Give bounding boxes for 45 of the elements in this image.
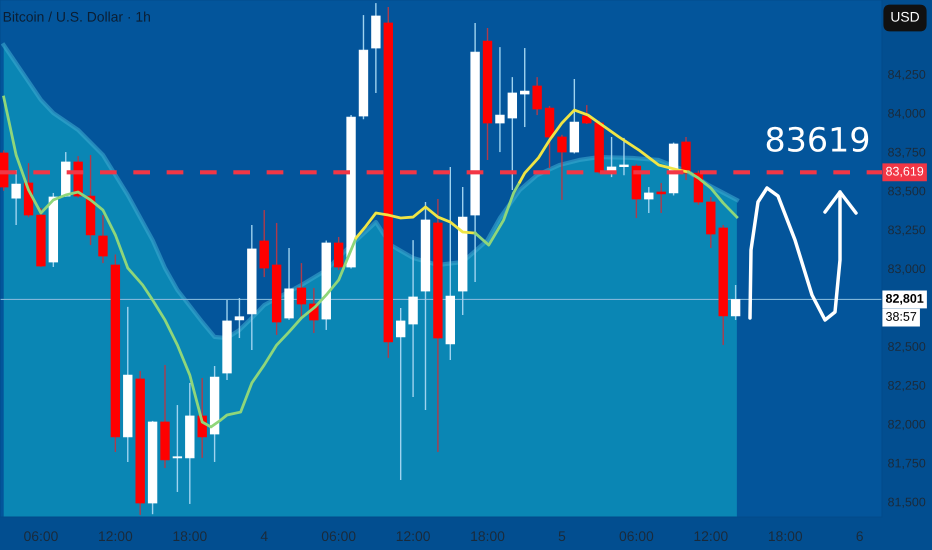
- candlestick: [619, 137, 629, 176]
- candlestick: [11, 169, 21, 226]
- text: 38:57: [886, 312, 916, 321]
- ref-line-label: 82,801: [886, 294, 924, 305]
- x-tick-label: 18:00: [768, 531, 802, 542]
- candlestick: [234, 297, 244, 339]
- annotation: 83619: [766, 126, 868, 152]
- candlestick: [532, 76, 542, 116]
- ref-line-label: 83,619: [886, 166, 924, 178]
- x-tick-label: 12:00: [694, 531, 728, 542]
- candlestick: [296, 262, 306, 319]
- y-tick-label: 84,250: [888, 70, 926, 80]
- candlestick: [495, 46, 505, 153]
- candlestick: [520, 47, 530, 128]
- x-tick-label: 6: [856, 531, 863, 542]
- x-tick-label: 18:00: [471, 531, 504, 542]
- x-tick-label: 4: [260, 531, 268, 541]
- candlestick: [582, 104, 592, 125]
- candlestick: [656, 182, 666, 214]
- candlestick: [334, 236, 344, 271]
- x-tick-label: 12:00: [99, 531, 132, 542]
- y-tick-label: 83,250: [888, 225, 926, 236]
- y-tick-label: 81,750: [888, 458, 926, 470]
- y-tick-label: 83,000: [888, 264, 926, 275]
- x-tick-label: 5: [558, 531, 566, 542]
- x-tick-label: 06:00: [322, 531, 356, 542]
- y-tick-label: 83,750: [888, 148, 926, 158]
- candlestick: [557, 134, 567, 201]
- y-tick-label: 82,500: [888, 342, 926, 352]
- text: Bitcoin / U.S. Dollar · 1h: [4, 12, 150, 22]
- y-tick-label: 84,000: [888, 108, 926, 120]
- x-tick-label: 18:00: [173, 531, 207, 542]
- y-tick-label: 83,500: [888, 186, 926, 197]
- y-tick-label: 82,000: [888, 420, 926, 430]
- candlestick: [98, 214, 108, 264]
- x-tick-label: 06:00: [620, 531, 654, 542]
- x-tick-label: 12:00: [396, 531, 430, 542]
- text: USD: [891, 12, 919, 22]
- candlestick: [172, 404, 182, 493]
- y-tick-label: 82,250: [888, 380, 926, 392]
- candlestick: [730, 284, 740, 321]
- candlestick: [396, 307, 406, 481]
- x-tick-label: 06:00: [24, 531, 58, 542]
- y-tick-label: 81,500: [888, 498, 926, 508]
- candlestick: [644, 186, 654, 214]
